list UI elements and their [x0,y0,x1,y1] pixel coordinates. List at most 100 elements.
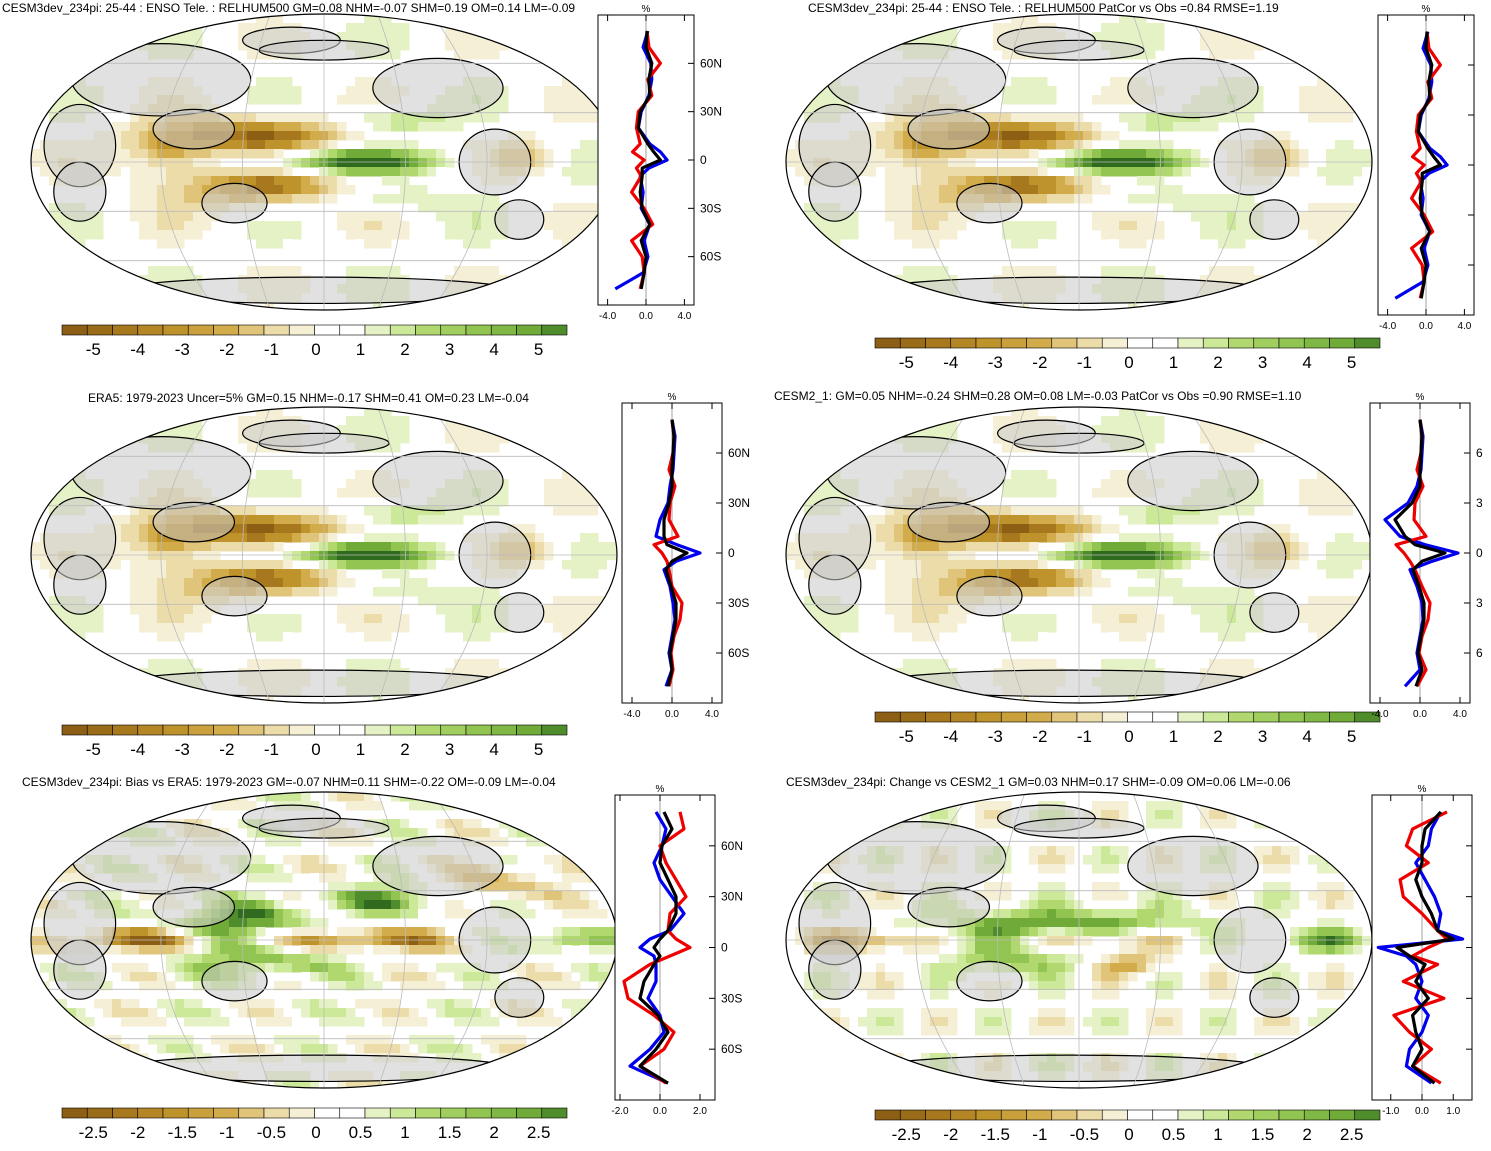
colorbar-swatch [416,1108,441,1118]
land-outline [54,162,106,221]
land-outline [54,555,106,614]
colorbar-label: -5 [86,340,101,359]
colorbar-swatch [1203,1110,1228,1120]
colorbar-label: 1.5 [1251,1125,1275,1144]
colorbar-swatch [1254,712,1279,722]
colorbar-label: 0 [1124,1125,1133,1144]
lat-tick-label: 60S [700,250,721,264]
colorbar-label: -1 [219,1123,234,1142]
colorbar-swatch [542,725,567,735]
land-outline [153,109,234,148]
colorbar-swatch [214,1108,239,1118]
zonal-unit-label: % [668,392,677,403]
colorbar-label: 1 [1169,353,1178,372]
colorbar-swatch [1330,712,1355,722]
colorbar-label: 2.5 [1340,1125,1364,1144]
colorbar-label: -1.5 [981,1125,1010,1144]
panel-title: CESM3dev_234pi: Bias vs ERA5: 1979-2023 … [22,775,556,789]
colorbar-label: 2 [400,740,409,759]
colorbar-swatch [1077,338,1102,348]
colorbar-swatch [214,725,239,735]
colorbar-label: 3 [1258,727,1267,746]
colorbar-swatch [491,325,516,335]
colorbar-swatch [1229,338,1254,348]
colorbar-swatch [926,338,951,348]
land-outline [957,961,1022,1000]
colorbar-swatch [900,712,925,722]
lat-tick-label: 30N [728,496,750,510]
lat-tick-label: 3 [1476,496,1483,510]
colorbar-swatch [1355,338,1380,348]
lat-tick-label: 6 [1476,446,1483,460]
colorbar-label: 0.5 [349,1123,373,1142]
colorbar-swatch [491,1108,516,1118]
colorbar-swatch [365,725,390,735]
land-outline [1128,836,1258,895]
colorbar-label: 3 [445,740,454,759]
zonal-x-tick-label: -1.0 [1382,1106,1400,1117]
lat-tick-label: 30S [721,991,742,1005]
colorbar-swatch [1203,712,1228,722]
panel-title: CESM3dev_234pi: Change vs CESM2_1 GM=0.0… [786,775,1291,789]
panel-title: CESM2_1: GM=0.05 NHM=-0.24 SHM=0.28 OM=0… [774,389,1302,403]
colorbar-label: -2.5 [892,1125,921,1144]
colorbar-label: 0 [1124,727,1133,746]
colorbar-label: 2 [1213,727,1222,746]
colorbar-swatch [289,1108,314,1118]
colorbar-swatch [441,325,466,335]
land-outline [72,437,251,509]
zonal-x-tick-label: -4.0 [1379,321,1397,332]
zonal-x-tick-label: 0.0 [1415,1106,1429,1117]
colorbar-swatch [1052,1110,1077,1120]
land-outline [809,555,861,614]
map-field [786,407,1372,705]
colorbar-swatch [441,725,466,735]
colorbar-swatch [289,725,314,735]
colorbar-swatch [951,712,976,722]
lat-tick-label: 30N [721,890,743,904]
land-outline [1250,978,1299,1017]
colorbar-swatch [390,1108,415,1118]
colorbar-swatch [138,325,163,335]
colorbar-swatch [87,725,112,735]
colorbar-swatch [1203,338,1228,348]
colorbar-swatch [1279,712,1304,722]
colorbar-label: -3 [988,353,1003,372]
colorbar-swatch [1001,338,1026,348]
panel-p1: CESM3dev_234pi: 25-44 : ENSO Tele. : REL… [2,1,722,359]
colorbar-label: 0 [311,740,320,759]
colorbar-label: -1 [1032,1125,1047,1144]
colorbar-swatch [365,1108,390,1118]
colorbar-label: 2 [489,1123,498,1142]
colorbar-label: -2.5 [79,1123,108,1142]
land-outline [202,576,267,615]
colorbar-label: 1 [356,740,365,759]
colorbar-swatch [62,325,87,335]
colorbar-label: -4 [130,340,145,359]
colorbar-swatch [976,338,1001,348]
lat-tick-label: 60N [728,446,750,460]
colorbar-swatch [1178,338,1203,348]
colorbar-swatch [289,325,314,335]
land-outline [908,887,989,926]
colorbar-swatch [951,1110,976,1120]
colorbar-swatch [1330,1110,1355,1120]
colorbar-swatch [1229,712,1254,722]
lat-tick-label: 60S [728,646,749,660]
colorbar-label: -1 [264,740,279,759]
lat-tick-label: 30N [700,105,722,119]
colorbar-label: -5 [899,353,914,372]
colorbar-swatch [951,338,976,348]
lat-tick-label: 30S [728,596,749,610]
colorbar-swatch [517,325,542,335]
colorbar-label: 5 [534,340,543,359]
lat-tick-label: 60N [700,56,722,70]
colorbar-label: 1 [400,1123,409,1142]
map-field [786,14,1372,312]
colorbar-label: -4 [943,727,958,746]
colorbar-swatch [976,1110,1001,1120]
